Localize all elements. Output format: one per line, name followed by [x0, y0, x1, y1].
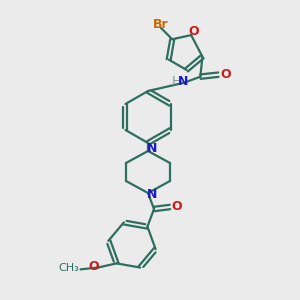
Text: O: O — [189, 25, 200, 38]
Text: N: N — [147, 188, 157, 202]
Text: N: N — [178, 75, 189, 88]
Text: O: O — [172, 200, 182, 214]
Text: Br: Br — [153, 19, 169, 32]
Text: CH₃: CH₃ — [58, 263, 79, 273]
Text: O: O — [88, 260, 99, 273]
Text: N: N — [147, 142, 157, 155]
Text: H: H — [172, 75, 181, 88]
Text: O: O — [220, 68, 231, 81]
